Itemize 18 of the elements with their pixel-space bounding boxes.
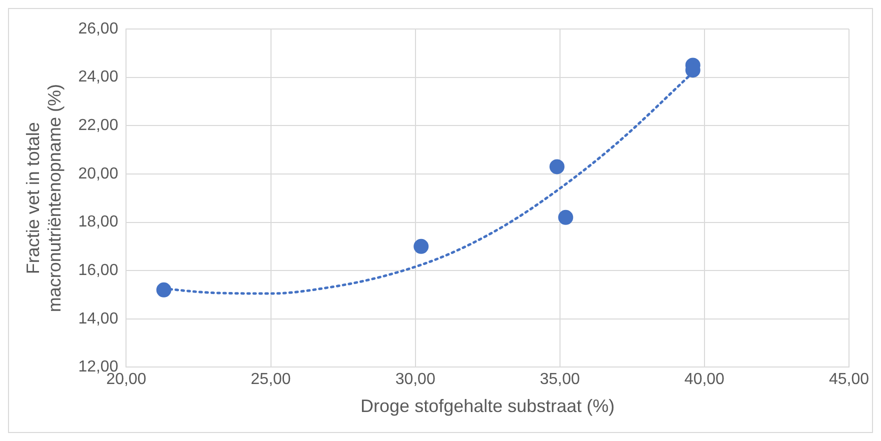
- point: [549, 159, 564, 174]
- x-tick-label: 30,00: [395, 371, 436, 388]
- point: [558, 210, 574, 225]
- y-tick-label: 18,00: [78, 214, 118, 231]
- y-tick-label: 14,00: [78, 310, 118, 328]
- y-tick-label: 20,00: [78, 165, 118, 182]
- y-tick-label: 22,00: [78, 117, 118, 134]
- point: [156, 282, 172, 298]
- y-axis-title: Fractie vet in totale macronutriëntenopname (%): [22, 84, 64, 312]
- x-tick-label: 45,00: [828, 371, 870, 388]
- x-tick-label: 25,00: [250, 371, 291, 388]
- point: [414, 238, 429, 254]
- y-tick-label: 26,00: [78, 20, 118, 38]
- x-axis-title: Droge stofgehalte substraat (%): [360, 396, 615, 416]
- y-tick-label: 16,00: [78, 262, 118, 279]
- x-tick-label: 40,00: [684, 371, 725, 388]
- x-tick-label: 35,00: [540, 371, 580, 388]
- y-tick-label: 24,00: [78, 68, 118, 86]
